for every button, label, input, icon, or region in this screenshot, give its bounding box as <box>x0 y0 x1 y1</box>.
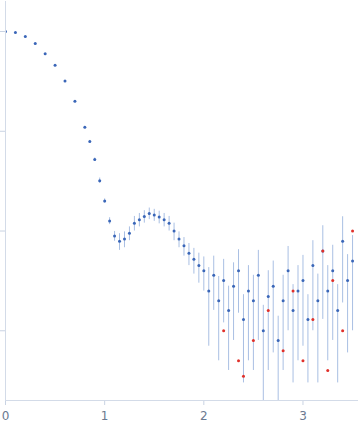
svg-text:1: 1 <box>101 409 109 423</box>
svg-text:0: 0 <box>2 409 10 423</box>
svg-text:3: 3 <box>299 409 307 423</box>
svg-text:2: 2 <box>200 409 208 423</box>
